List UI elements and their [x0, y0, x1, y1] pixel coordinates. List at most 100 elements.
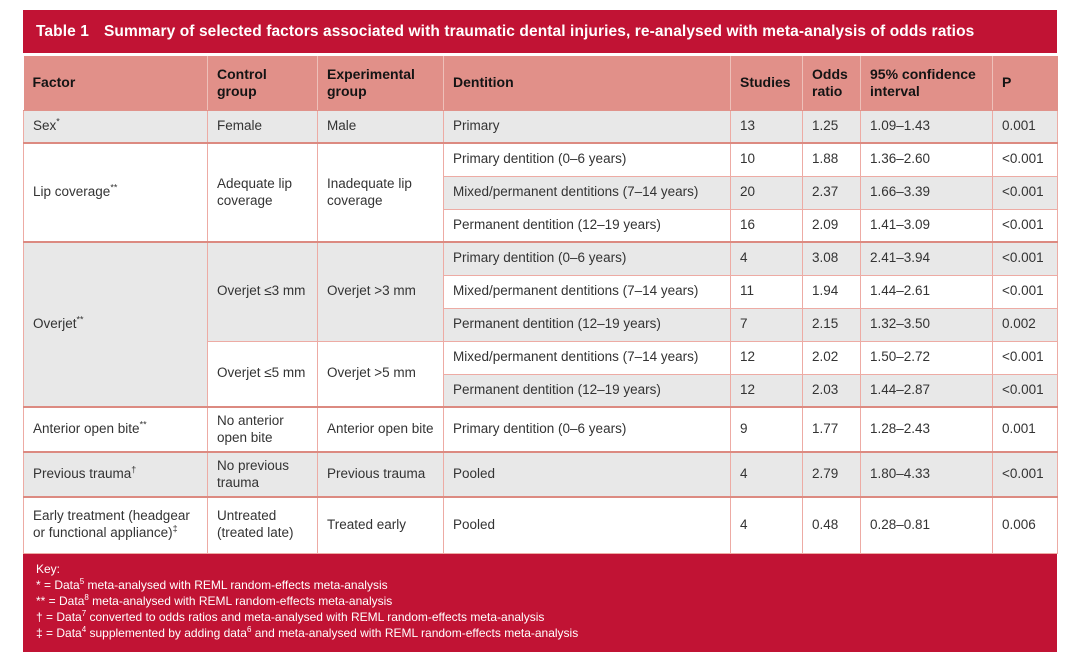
- factor-cell: Early treatment (headgear or functional …: [23, 496, 208, 554]
- factor-label: Overjet: [33, 316, 77, 332]
- dentition-cell: Pooled: [443, 451, 731, 498]
- superscript-marker: *: [56, 116, 60, 127]
- experimental-group-cell: Overjet >3 mm: [317, 241, 444, 342]
- table-row: Sex* Female Male Primary 13 1.25 1.09–1.…: [23, 109, 1058, 144]
- dentition-cell: Mixed/permanent dentitions (7–14 years): [443, 340, 731, 375]
- dentition-cell: Permanent dentition (12–19 years): [443, 208, 731, 243]
- p-value-cell: 0.001: [992, 109, 1058, 144]
- reference-superscript: 8: [84, 592, 89, 602]
- key-text: ‡ = Data: [36, 625, 82, 640]
- dentition-cell: Primary dentition (0–6 years): [443, 406, 731, 453]
- p-value-cell: 0.001: [992, 406, 1058, 453]
- studies-cell: 11: [730, 274, 803, 309]
- factor-label: Sex: [33, 117, 57, 133]
- experimental-group-cell: Treated early: [317, 496, 444, 554]
- p-value-cell: <0.001: [992, 142, 1058, 177]
- control-group-cell: Female: [207, 109, 318, 144]
- table-row: Mixed/permanent dentitions (7–14 years) …: [24, 274, 1058, 309]
- confidence-interval-cell: 1.28–2.43: [860, 406, 993, 453]
- factor-cell: Previous trauma†: [23, 451, 208, 498]
- table-row: Overjet** Overjet ≤3 mm Overjet >3 mm Pr…: [23, 241, 1058, 408]
- key-line-dagger: † = Data7 converted to odds ratios and m…: [36, 609, 1044, 625]
- reference-superscript: 7: [81, 608, 87, 618]
- control-group-cell: Overjet ≤3 mm: [207, 241, 318, 342]
- reference-superscript: 5: [79, 576, 85, 586]
- key-line-double-asterisk: ** = Data8 meta-analysed with REML rando…: [36, 593, 1044, 609]
- table-row: Overjet ≤5 mm Overjet >5 mm Mixed/perman…: [24, 340, 1058, 408]
- dentition-cell: Primary: [443, 109, 731, 144]
- p-value-cell: <0.001: [992, 451, 1058, 498]
- reference-superscript: 6: [246, 624, 252, 634]
- header-row: Factor Control group Experimental group …: [23, 56, 1058, 111]
- superscript-marker: **: [76, 314, 84, 325]
- odds-ratio-cell: 2.02: [802, 340, 861, 375]
- p-value-cell: <0.001: [992, 241, 1058, 276]
- odds-ratio-cell: 2.15: [802, 307, 861, 342]
- p-value-cell: 0.006: [992, 496, 1058, 554]
- key-text: meta-analysed with REML random-effects m…: [88, 593, 393, 608]
- dentition-cell: Primary dentition (0–6 years): [443, 241, 731, 276]
- key-text: meta-analysed with REML random-effects m…: [84, 577, 388, 592]
- odds-ratio-cell: 1.25: [802, 109, 861, 144]
- studies-cell: 9: [730, 406, 803, 453]
- table-row: Previous trauma† No previous trauma Prev…: [23, 451, 1058, 498]
- control-group-cell: Untreated (treated late): [207, 496, 318, 554]
- factor-cell: Overjet**: [23, 241, 208, 408]
- title-header-divider: [23, 53, 1057, 56]
- table-1-card: Table 1 Summary of selected factors asso…: [23, 10, 1058, 652]
- dentition-cell: Permanent dentition (12–19 years): [443, 373, 731, 408]
- experimental-group-cell: Male: [317, 109, 444, 144]
- column-header-control-group: Control group: [207, 56, 318, 111]
- odds-ratio-cell: 2.37: [802, 175, 861, 210]
- column-header-odds-ratio: Odds ratio: [802, 56, 861, 111]
- factor-label: Lip coverage: [33, 184, 111, 200]
- p-value-cell: <0.001: [992, 175, 1058, 210]
- experimental-group-cell: Overjet >5 mm: [317, 340, 444, 408]
- summary-table: Factor Control group Experimental group …: [23, 56, 1058, 554]
- table-number-label: Table 1: [36, 22, 89, 40]
- factor-label: Anterior open bite: [33, 421, 140, 437]
- table-title-bar: Table 1 Summary of selected factors asso…: [23, 10, 1057, 53]
- factor-cell: Lip coverage**: [23, 142, 208, 243]
- superscript-marker: **: [139, 419, 147, 430]
- confidence-interval-cell: 1.66–3.39: [860, 175, 993, 210]
- table-row: Lip coverage** Adequate lip coverage Ina…: [23, 142, 1058, 243]
- control-group-cell: Overjet ≤5 mm: [207, 340, 318, 408]
- studies-cell: 20: [730, 175, 803, 210]
- key-line-double-dagger: ‡ = Data4 supplemented by adding data6 a…: [36, 625, 1044, 641]
- p-value-cell: <0.001: [992, 274, 1058, 309]
- dentition-cell: Pooled: [443, 496, 731, 554]
- experimental-group-cell: Inadequate lip coverage: [317, 142, 444, 243]
- key-text: * = Data: [36, 577, 80, 592]
- odds-ratio-cell: 3.08: [802, 241, 861, 276]
- p-value-cell: <0.001: [992, 208, 1058, 243]
- key-text: † = Data: [36, 609, 82, 624]
- control-group-cell: No previous trauma: [207, 451, 318, 498]
- table-row: Mixed/permanent dentitions (7–14 years) …: [24, 175, 1058, 210]
- column-header-factor: Factor: [23, 56, 208, 111]
- odds-ratio-cell: 2.09: [802, 208, 861, 243]
- factor-cell: Sex*: [23, 109, 208, 144]
- dentition-cell: Permanent dentition (12–19 years): [443, 307, 731, 342]
- confidence-interval-cell: 1.09–1.43: [860, 109, 993, 144]
- confidence-interval-cell: 1.36–2.60: [860, 142, 993, 177]
- factor-cell: Anterior open bite**: [23, 406, 208, 453]
- superscript-marker: **: [110, 182, 118, 193]
- odds-ratio-cell: 2.03: [802, 373, 861, 408]
- reference-superscript: 4: [81, 624, 87, 634]
- key-text: supplemented by adding data: [86, 625, 247, 640]
- key-text: ** = Data: [36, 593, 85, 608]
- key-text: and meta-analysed with REML random-effec…: [251, 625, 579, 640]
- column-header-dentition: Dentition: [443, 56, 731, 111]
- dentition-cell: Mixed/permanent dentitions (7–14 years): [443, 274, 731, 309]
- confidence-interval-cell: 1.41–3.09: [860, 208, 993, 243]
- studies-cell: 7: [730, 307, 803, 342]
- key-title: Key:: [36, 561, 61, 576]
- odds-ratio-cell: 1.88: [802, 142, 861, 177]
- studies-cell: 4: [730, 241, 803, 276]
- studies-cell: 4: [730, 451, 803, 498]
- column-header-studies: Studies: [730, 56, 803, 111]
- table-title: Summary of selected factors associated w…: [103, 22, 975, 40]
- confidence-interval-cell: 1.44–2.61: [860, 274, 993, 309]
